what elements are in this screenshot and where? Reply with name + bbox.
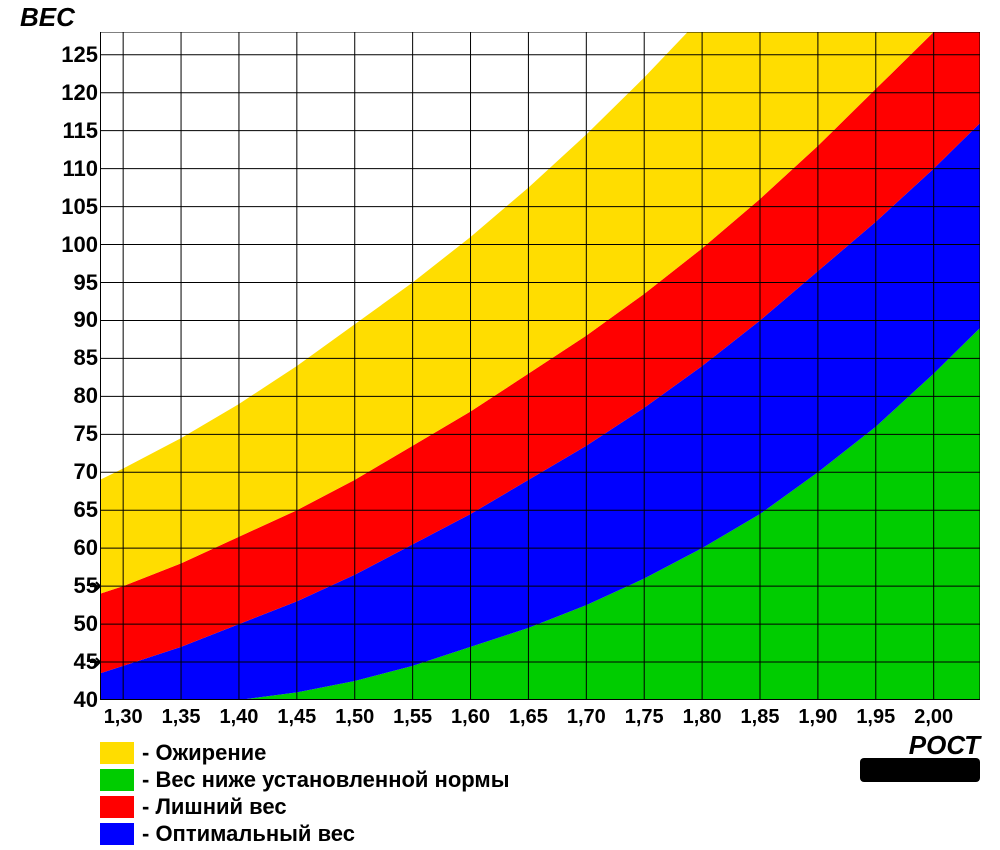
y-tick-95: 95 (38, 270, 98, 296)
y-tick-70: 70 (38, 459, 98, 485)
legend: - Ожирение - Вес ниже установленной норм… (100, 740, 510, 848)
legend-item-overweight: - Лишний вес (100, 794, 510, 820)
y-tick-45: 45 (38, 649, 98, 675)
x-tick-1,60: 1,60 (451, 706, 490, 729)
legend-item-optimal: - Оптимальный вес (100, 821, 510, 847)
swatch-optimal (100, 823, 134, 845)
y-tick-90: 90 (38, 307, 98, 333)
y-tick-100: 100 (38, 232, 98, 258)
legend-label-overweight: - Лишний вес (142, 794, 287, 820)
x-tick-1,95: 1,95 (856, 706, 895, 729)
x-tick-1,35: 1,35 (162, 706, 201, 729)
y-tick-50: 50 (38, 611, 98, 637)
y-tick-85: 85 (38, 345, 98, 371)
x-tick-1,50: 1,50 (335, 706, 374, 729)
y-axis-title: ВЕС (20, 2, 75, 33)
x-tick-1,55: 1,55 (393, 706, 432, 729)
bmi-chart: ВЕС 40 45 50 55 60 65 70 75 80 85 90 95 100 105 110 115… (0, 0, 1000, 850)
x-axis-title: РОСТ (909, 730, 980, 761)
y-tick-115: 115 (38, 118, 98, 144)
y-tick-40: 40 (38, 687, 98, 713)
x-tick-1,85: 1,85 (741, 706, 780, 729)
x-tick-1,40: 1,40 (219, 706, 258, 729)
legend-item-under: - Вес ниже установленной нормы (100, 767, 510, 793)
y-tick-75: 75 (38, 421, 98, 447)
redaction-box (860, 758, 980, 782)
y-tick-105: 105 (38, 194, 98, 220)
x-tick-1,70: 1,70 (567, 706, 606, 729)
x-tick-1,90: 1,90 (798, 706, 837, 729)
x-tick-1,80: 1,80 (683, 706, 722, 729)
legend-label-under: - Вес ниже установленной нормы (142, 767, 510, 793)
x-tick-1,45: 1,45 (277, 706, 316, 729)
x-tick-1,30: 1,30 (104, 706, 143, 729)
swatch-overweight (100, 796, 134, 818)
y-tick-60: 60 (38, 535, 98, 561)
area-bands (100, 0, 980, 700)
y-tick-110: 110 (38, 156, 98, 182)
swatch-under (100, 769, 134, 791)
y-tick-120: 120 (38, 80, 98, 106)
x-tick-2,00: 2,00 (914, 706, 953, 729)
y-tick-65: 65 (38, 497, 98, 523)
legend-item-obesity: - Ожирение (100, 740, 510, 766)
x-tick-1,75: 1,75 (625, 706, 664, 729)
y-tick-80: 80 (38, 383, 98, 409)
swatch-obesity (100, 742, 134, 764)
legend-label-obesity: - Ожирение (142, 740, 266, 766)
plot-area (100, 32, 980, 700)
y-tick-125: 125 (38, 42, 98, 68)
y-tick-55: 55 (38, 573, 98, 599)
x-tick-1,65: 1,65 (509, 706, 548, 729)
legend-label-optimal: - Оптимальный вес (142, 821, 355, 847)
